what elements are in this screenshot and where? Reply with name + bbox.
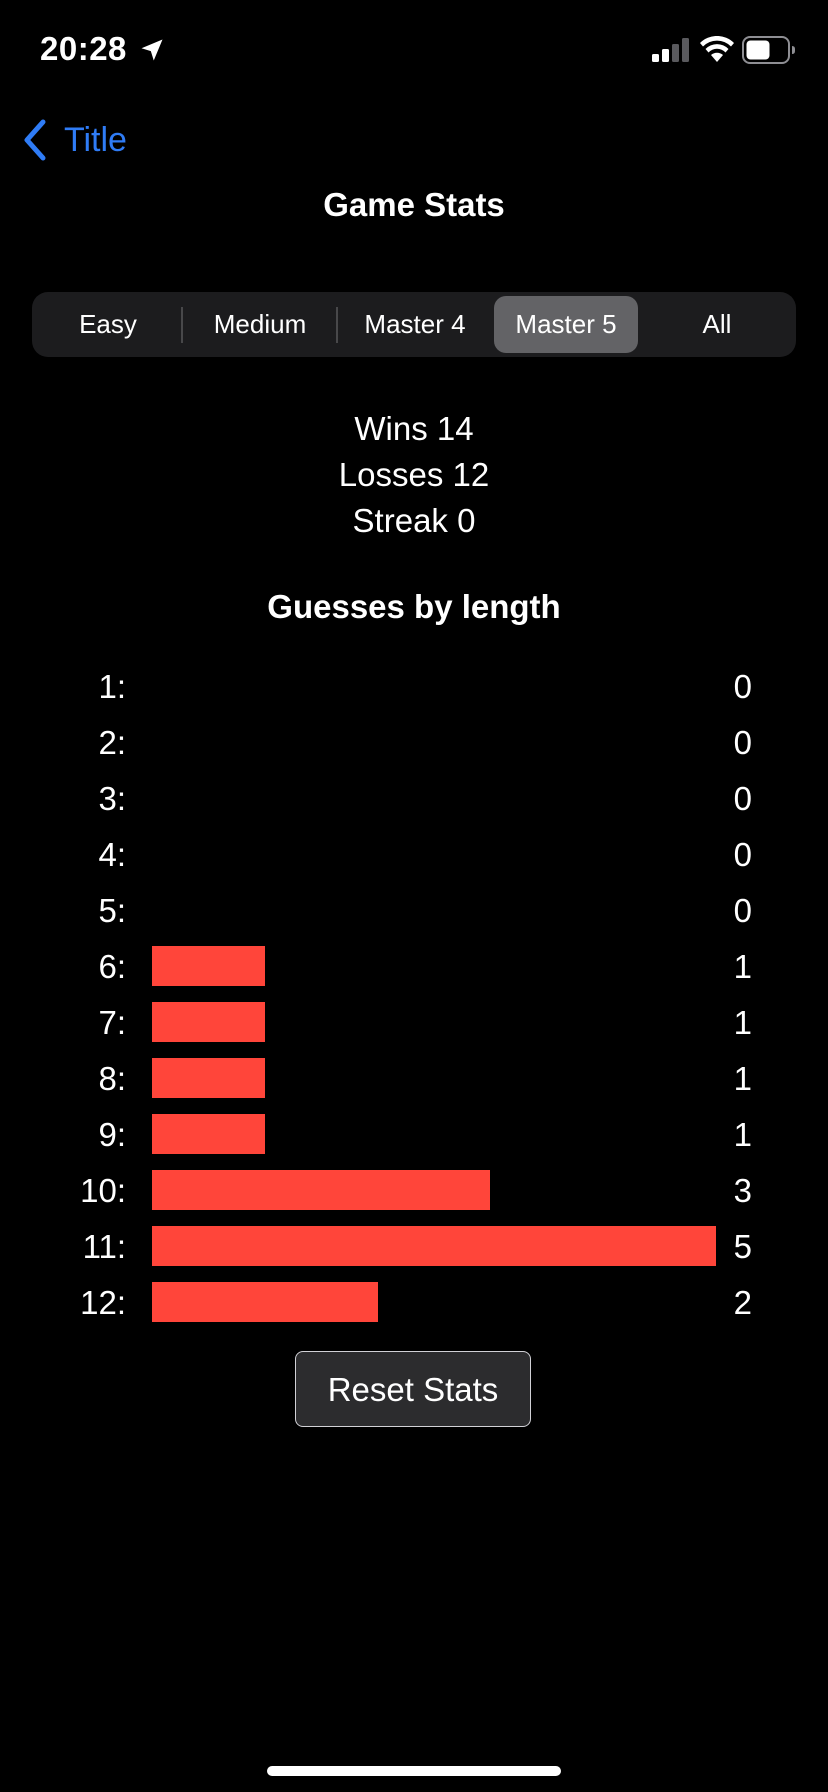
histogram-bar — [152, 1058, 265, 1098]
segment-all[interactable]: All — [702, 309, 732, 339]
segment-master-4[interactable]: Master 4 — [364, 309, 466, 339]
histogram-row-count: 0 — [733, 780, 752, 817]
histogram-bar — [152, 1170, 490, 1210]
chevron-left-icon — [24, 119, 46, 161]
histogram-row-label: 6: — [98, 948, 126, 985]
histogram-row-count: 0 — [733, 836, 752, 873]
histogram-row-count: 1 — [733, 948, 752, 985]
battery-icon — [742, 36, 795, 64]
page-title: Game Stats — [323, 186, 505, 223]
histogram-row: 7: 1 — [0, 994, 828, 1050]
histogram-row-count: 0 — [733, 892, 752, 929]
histogram-bar — [152, 946, 265, 986]
wifi-icon — [700, 36, 734, 62]
histogram-row-label: 12: — [80, 1284, 126, 1321]
histogram-row: 9: 1 — [0, 1106, 828, 1162]
segment-divider — [181, 307, 183, 343]
histogram-row-label: 9: — [98, 1116, 126, 1153]
histogram-row-count: 5 — [733, 1228, 752, 1265]
losses-stat: Losses 12 — [338, 456, 490, 493]
histogram-bar — [152, 1282, 378, 1322]
location-arrow-icon — [141, 39, 163, 61]
histogram-row: 12: 2 — [0, 1274, 828, 1330]
histogram-row-label: 3: — [98, 780, 126, 817]
back-button-label: Title — [64, 120, 127, 159]
reset-stats-button[interactable]: Reset Stats — [295, 1351, 531, 1427]
histogram-row: 11: 5 — [0, 1218, 828, 1274]
histogram-row: 3: 0 — [0, 770, 828, 826]
wins-stat: Wins 14 — [354, 410, 474, 447]
difficulty-segmented-control: Easy Medium Master 4 Master 5 All — [32, 292, 796, 357]
histogram-row: 6: 1 — [0, 938, 828, 994]
histogram-row-label: 1: — [98, 668, 126, 705]
histogram-row-label: 2: — [98, 724, 126, 761]
histogram-bar — [152, 1002, 265, 1042]
histogram-row-count: 1 — [733, 1004, 752, 1041]
back-button[interactable]: Title — [22, 118, 127, 162]
histogram-row: 10: 3 — [0, 1162, 828, 1218]
histogram-row: 8: 1 — [0, 1050, 828, 1106]
histogram-row-count: 1 — [733, 1060, 752, 1097]
segment-divider — [336, 307, 338, 343]
histogram-row: 1: 0 — [0, 658, 828, 714]
histogram-row: 4: 0 — [0, 826, 828, 882]
status-time: 20:28 — [40, 30, 127, 67]
streak-stat: Streak 0 — [352, 502, 476, 539]
home-indicator — [267, 1766, 561, 1776]
histogram-row-label: 5: — [98, 892, 126, 929]
histogram-row-label: 10: — [80, 1172, 126, 1209]
segment-easy[interactable]: Easy — [79, 309, 137, 339]
segment-medium[interactable]: Medium — [213, 309, 307, 339]
histogram-bar — [152, 1114, 265, 1154]
histogram-bar — [152, 1226, 716, 1266]
histogram-row-count: 3 — [733, 1172, 752, 1209]
histogram-row-count: 0 — [733, 668, 752, 705]
histogram-row-count: 1 — [733, 1116, 752, 1153]
histogram-row-label: 7: — [98, 1004, 126, 1041]
histogram-row: 2: 0 — [0, 714, 828, 770]
segment-master-5[interactable]: Master 5 — [494, 296, 638, 353]
histogram-row-count: 0 — [733, 724, 752, 761]
histogram-row-label: 8: — [98, 1060, 126, 1097]
histogram-row: 5: 0 — [0, 882, 828, 938]
status-bar: 20:28 — [0, 0, 828, 100]
histogram-row-count: 2 — [733, 1284, 752, 1321]
cellular-signal-icon — [652, 38, 689, 62]
histogram-title: Guesses by length — [267, 588, 561, 625]
histogram-row-label: 11: — [82, 1228, 126, 1265]
histogram-row-label: 4: — [98, 836, 126, 873]
